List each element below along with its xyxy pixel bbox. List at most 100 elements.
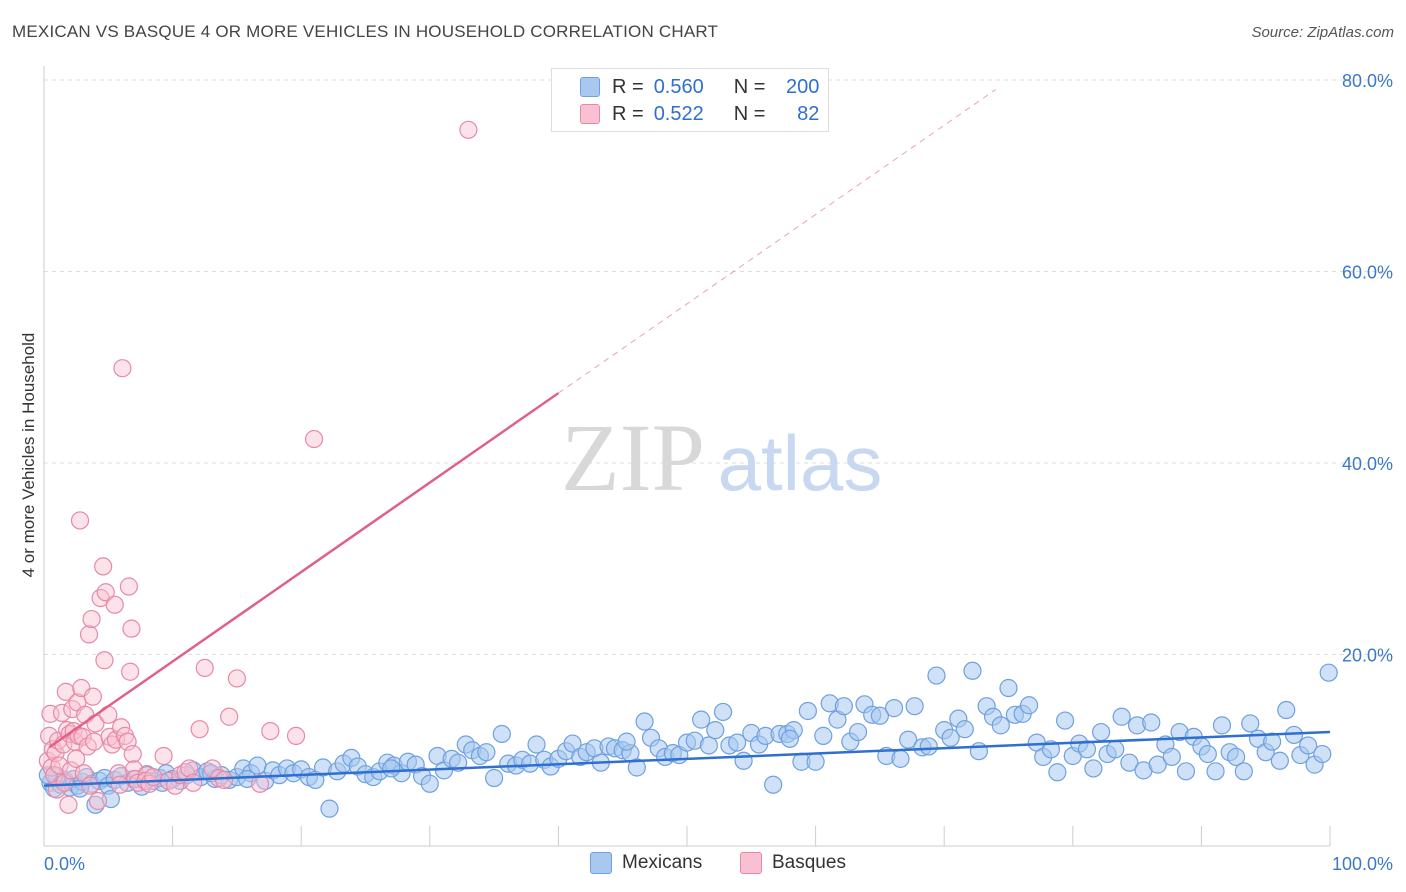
point-basques	[286, 726, 306, 745]
series-basques	[38, 120, 478, 814]
y-tick-label: 40.0%	[1342, 454, 1393, 474]
point-mexicans	[734, 751, 753, 770]
point-mexicans	[1162, 747, 1181, 767]
point-basques	[56, 682, 75, 701]
point-basques	[220, 707, 239, 726]
point-basques	[180, 759, 199, 778]
legend-r-label: R =	[612, 102, 644, 125]
point-basques	[250, 774, 270, 793]
legend: R = 0.560 N = 200 R = 0.522 N = 82	[551, 68, 829, 132]
point-mexicans	[1084, 759, 1103, 778]
bottom-legend-label-mexicans: Mexicans	[622, 852, 703, 873]
point-basques	[52, 703, 72, 723]
point-basques	[82, 609, 101, 629]
bottom-legend-basques: Basques	[740, 852, 846, 874]
gridlines	[44, 79, 1392, 655]
point-basques	[88, 791, 108, 811]
y-tick-label: 80.0%	[1342, 71, 1393, 91]
y-tick-label: 60.0%	[1342, 263, 1393, 283]
point-mexicans	[955, 720, 974, 739]
point-mexicans	[563, 734, 582, 753]
point-basques	[214, 770, 234, 790]
point-mexicans	[814, 726, 833, 745]
point-basques	[227, 669, 246, 688]
x-tick-label: 0.0%	[44, 854, 85, 874]
legend-n-value-basques: 82	[797, 102, 820, 125]
bottom-legend-mexicans: Mexicans	[590, 852, 702, 874]
point-mexicans	[699, 736, 718, 755]
point-basques	[59, 795, 78, 814]
point-mexicans	[927, 666, 946, 685]
point-basques	[67, 749, 86, 768]
point-mexicans	[1206, 762, 1225, 781]
x-tick-label: 100.0%	[1332, 854, 1393, 874]
point-mexicans	[1319, 663, 1338, 682]
point-basques	[195, 658, 214, 678]
point-mexicans	[485, 768, 504, 788]
point-mexicans	[1112, 707, 1131, 726]
point-basques	[50, 756, 69, 775]
watermark-zip: ZIP	[561, 404, 705, 511]
point-mexicans	[999, 678, 1018, 698]
legend-r-value-basques: 0.522	[653, 102, 704, 125]
point-basques	[123, 744, 142, 764]
point-mexicans	[1106, 740, 1125, 759]
point-basques	[121, 662, 140, 681]
point-mexicans	[627, 758, 646, 777]
point-mexicans	[1212, 716, 1232, 735]
trend-line-basques	[48, 392, 560, 749]
point-basques	[95, 651, 114, 670]
point-mexicans	[1227, 747, 1246, 767]
point-basques	[190, 720, 209, 739]
point-mexicans	[1048, 763, 1067, 782]
point-mexicans	[899, 730, 918, 749]
point-basques	[83, 687, 102, 706]
chart-title: MEXICAN VS BASQUE 4 OR MORE VEHICLES IN …	[12, 22, 719, 41]
point-mexicans	[1120, 753, 1139, 772]
series-mexicans	[38, 661, 1338, 818]
axes	[43, 66, 1331, 847]
point-mexicans	[991, 716, 1010, 735]
point-mexicans	[884, 699, 904, 718]
point-mexicans	[1091, 722, 1111, 742]
point-basques	[261, 721, 280, 741]
y-axis-label: 4 or more Vehicles in Household	[19, 333, 38, 578]
bottom-legend-swatch-mexicans	[590, 852, 612, 874]
trend-line-basques-extension	[558, 89, 996, 394]
point-mexicans	[905, 697, 924, 716]
source-label: Source: ZipAtlas.com	[1251, 24, 1394, 41]
point-mexicans	[382, 759, 401, 778]
point-mexicans	[780, 729, 799, 748]
point-mexicans	[706, 721, 725, 740]
point-basques	[144, 767, 163, 787]
legend-row-basques: R = 0.522 N = 82	[580, 101, 819, 127]
point-mexicans	[1198, 744, 1217, 764]
point-mexicans	[1241, 714, 1260, 733]
legend-swatch-mexicans	[580, 77, 600, 97]
point-mexicans	[963, 661, 982, 680]
point-mexicans	[635, 712, 654, 731]
trend-lines	[43, 89, 1331, 787]
point-basques	[40, 726, 59, 745]
point-mexicans	[713, 702, 733, 722]
point-mexicans	[919, 737, 938, 756]
point-mexicans	[527, 735, 546, 754]
point-mexicans	[1263, 732, 1282, 751]
point-mexicans	[1277, 700, 1296, 720]
tick-labels: 20.0% 40.0% 60.0% 80.0% 0.0% 100.0%	[44, 71, 1393, 874]
point-mexicans	[1077, 740, 1097, 759]
point-mexicans	[870, 706, 890, 725]
point-basques	[122, 619, 141, 638]
legend-r-label: R =	[612, 75, 644, 98]
point-mexicans	[834, 697, 853, 716]
point-mexicans	[1055, 711, 1075, 730]
point-basques	[81, 776, 100, 795]
point-basques	[70, 511, 90, 530]
point-basques	[105, 595, 124, 614]
point-basques	[73, 727, 92, 746]
point-mexicans	[891, 749, 910, 768]
point-basques	[154, 746, 173, 766]
point-mexicans	[764, 775, 783, 794]
point-mexicans	[692, 710, 711, 729]
